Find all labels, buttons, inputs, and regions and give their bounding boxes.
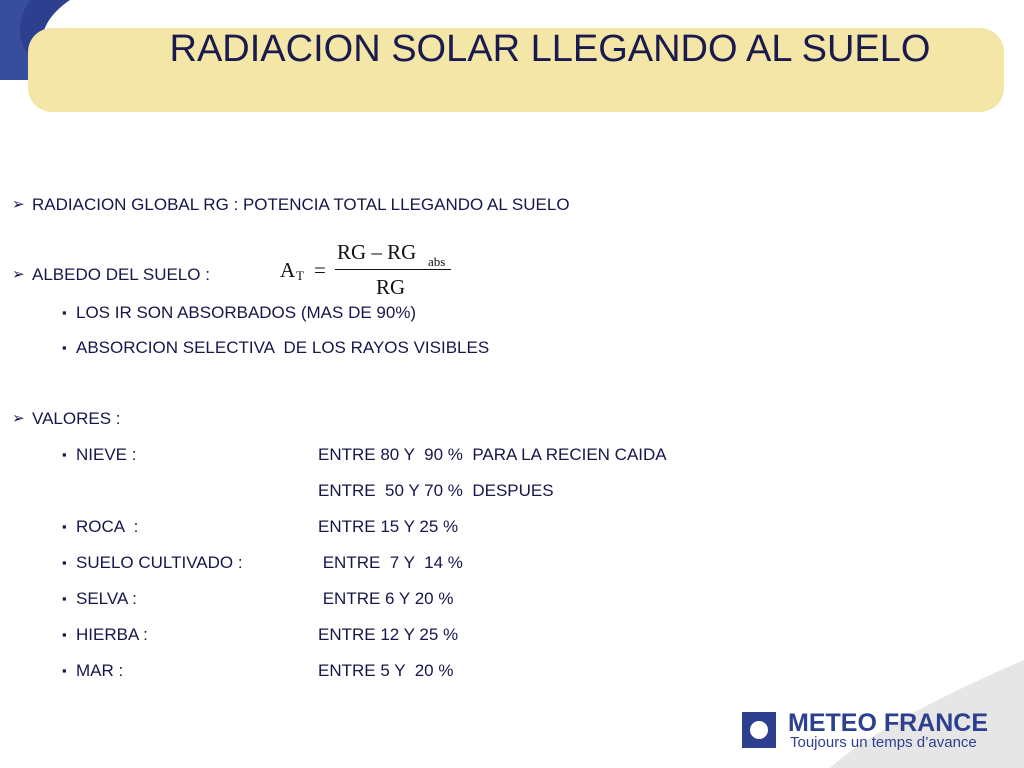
value-label: SELVA :: [62, 589, 137, 609]
formula-lhs: A: [280, 258, 296, 282]
formula-numerator: RG – RG: [337, 240, 417, 264]
formula-denominator: RG: [376, 275, 406, 299]
sub-bullet: LOS IR SON ABSORBADOS (MAS DE 90%): [62, 303, 416, 323]
value-range: ENTRE 12 Y 25 %: [318, 625, 459, 644]
value-label: HIERBA :: [62, 625, 148, 645]
title: RADIACION SOLAR LLEGANDO AL SUELO: [169, 28, 931, 70]
value-range: ENTRE 15 Y 25 %: [318, 517, 459, 536]
value-range: ENTRE 6 Y 20 %: [318, 589, 454, 608]
value-label: ROCA :: [62, 517, 138, 537]
value-range: ENTRE 5 Y 20 %: [318, 661, 454, 680]
bullet: RADIACION GLOBAL RG : POTENCIA TOTAL LLE…: [12, 195, 570, 215]
logo-name: METEO FRANCE: [788, 709, 988, 737]
value-label: SUELO CULTIVADO :: [62, 553, 243, 573]
value-range: ENTRE 50 Y 70 % DESPUES: [318, 481, 554, 500]
sub-bullet: ABSORCION SELECTIVA DE LOS RAYOS VISIBLE…: [62, 338, 489, 358]
formula-equals: =: [314, 258, 326, 282]
logo-tagline: Toujours un temps d’avance: [790, 734, 977, 751]
bullet: VALORES :: [12, 409, 120, 429]
value-label: NIEVE :: [62, 445, 137, 465]
value-label: MAR :: [62, 661, 123, 681]
fraction-bar: [335, 269, 451, 270]
value-range: ENTRE 7 Y 14 %: [318, 553, 463, 572]
formula-sub: T: [296, 268, 304, 283]
formula-sub: abs: [428, 254, 446, 269]
value-range: ENTRE 80 Y 90 % PARA LA RECIEN CAIDA: [318, 445, 667, 464]
bullet: ALBEDO DEL SUELO :: [12, 265, 210, 285]
